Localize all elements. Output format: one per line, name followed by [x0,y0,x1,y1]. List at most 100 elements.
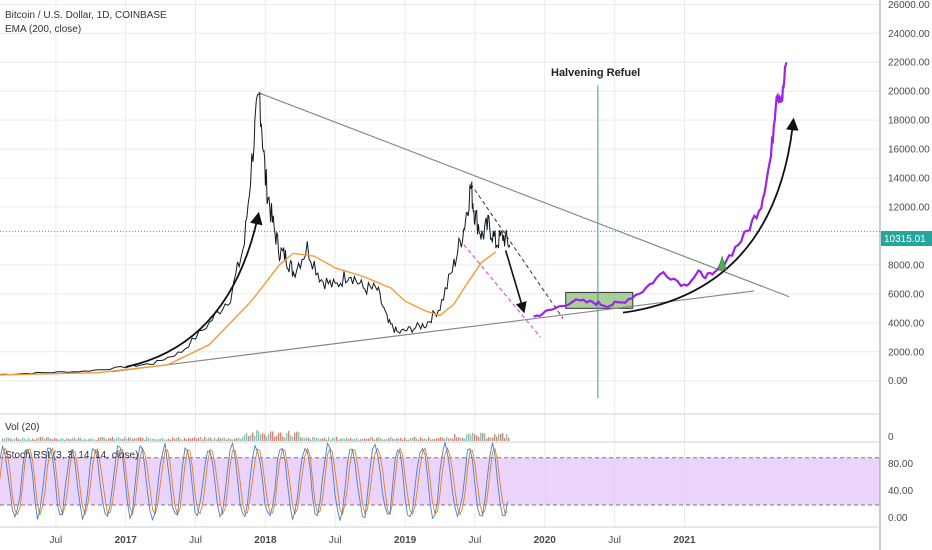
price-tick-label: 4000.00 [888,318,925,329]
volume-bar [212,439,214,441]
volume-bar [142,437,144,441]
volume-bar [432,438,434,441]
price-tick-label: 26000.00 [888,0,930,11]
price-tick-label: 16000.00 [888,145,930,156]
volume-bar [36,438,38,441]
volume-bar [490,437,492,441]
volume-bar [392,438,394,441]
volume-bar [348,439,350,441]
volume-bar [418,439,420,441]
volume-bar [498,434,500,441]
volume-bar [114,439,116,441]
volume-bar [80,437,82,441]
volume-bar [388,438,390,441]
volume-bar [322,438,324,441]
volume-bar [116,437,118,441]
time-tick-label: Jul [469,535,482,546]
volume-bar [72,437,74,441]
volume-bar [494,434,496,441]
volume-bar [88,439,90,441]
volume-bar [408,439,410,441]
volume-bar [196,438,198,441]
volume-bar [486,438,488,441]
volume-bar [356,437,358,441]
volume-bar [446,436,448,441]
volume-bar [294,432,296,441]
down-arrow [504,250,527,314]
volume-bar [264,434,266,441]
price-tick-label: 0.00 [888,376,908,387]
volume-bar [468,433,470,441]
volume-bar [176,437,178,441]
volume-bar [506,434,508,441]
volume-bar [474,434,476,441]
volume-bar [168,438,170,441]
volume-bar [208,437,210,441]
volume-bar [134,438,136,441]
volume-bar [152,438,154,441]
volume-bar [412,437,414,441]
volume-bar [242,436,244,441]
volume-bar [128,437,130,441]
volume-bar [60,438,62,441]
volume-bar [14,438,16,441]
volume-bar [262,433,264,441]
volume-bar [352,439,354,441]
volume-bar [126,438,128,441]
halvening-label: Halvening Refuel [551,67,640,79]
volume-bar [250,434,252,441]
volume-bar [156,439,158,441]
volume-bar [58,439,60,441]
volume-bar [238,437,240,441]
volume-bar [10,438,12,441]
volume-bar [278,432,280,441]
stoch-k-line [0,441,508,522]
volume-bar [86,439,88,441]
volume-bar [330,439,332,441]
volume-bar [400,437,402,441]
volume-bar [496,436,498,441]
volume-bar [4,438,6,441]
price-axis[interactable]: 0.002000.004000.006000.008000.0010000.00… [888,0,930,387]
time-tick-label: 2021 [673,535,696,546]
volume-bar [120,438,122,441]
volume-bar [204,436,206,441]
volume-bar [248,435,250,441]
volume-bar [254,436,256,441]
right-curve-arrow [622,117,799,314]
volume-bar [76,439,78,441]
symbol-title: Bitcoin / U.S. Dollar, 1D, COINBASE [5,10,167,21]
volume-bar [18,439,20,441]
volume-bar [372,437,374,441]
volume-bar [290,435,292,441]
volume-bar [210,437,212,441]
stoch-tick-40: 40.00 [888,486,913,497]
volume-bar [472,432,474,441]
volume-bar [74,437,76,441]
volume-bar [84,438,86,441]
volume-bar [8,437,10,441]
volume-pane-label: Vol (20) [5,422,39,433]
time-tick-label: 2018 [254,535,277,546]
price-tick-label: 2000.00 [888,347,925,358]
price-series-line [0,91,511,376]
volume-bar [64,439,66,441]
time-tick-label: 2019 [394,535,417,546]
volume-bar [466,434,468,441]
ema-dashed-projection [463,244,542,338]
volume-bar [54,438,56,441]
volume-bar [378,437,380,441]
volume-bar [16,437,18,441]
volume-bar [424,438,426,441]
volume-bar [62,438,64,441]
volume-bar [170,439,172,441]
volume-bar [66,437,68,441]
volume-bar [362,438,364,441]
volume-bar [500,433,502,441]
volume-bar [296,431,298,441]
volume-bar [470,434,472,441]
time-axis[interactable]: Jul 2017 Jul 2018 Jul 2019 Jul 2020 Jul 2021 [49,535,696,546]
price-tick-label: 14000.00 [888,174,930,185]
